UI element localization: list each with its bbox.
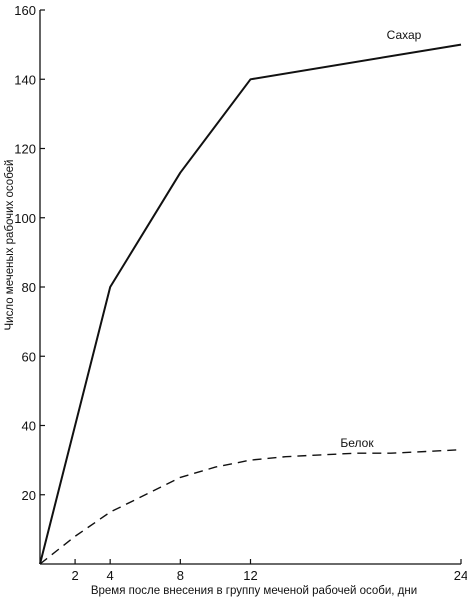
x-tick-label: 8 bbox=[177, 568, 184, 583]
series-label-2: Белок bbox=[340, 436, 374, 450]
x-axis-title: Время после внесения в группу меченой ра… bbox=[91, 585, 417, 597]
x-tick-label: 24 bbox=[454, 568, 467, 583]
y-tick-label: 60 bbox=[22, 349, 36, 364]
x-tick-label: 12 bbox=[243, 568, 257, 583]
y-tick-label: 160 bbox=[14, 3, 36, 18]
x-tick-label: 2 bbox=[71, 568, 78, 583]
series-line-1 bbox=[39, 43, 462, 565]
x-tick-label: 4 bbox=[107, 568, 114, 583]
y-tick-label: 20 bbox=[22, 488, 36, 503]
axes bbox=[39, 10, 461, 565]
series-line-2 bbox=[39, 449, 462, 565]
series-label-1: Сахар bbox=[387, 28, 422, 42]
y-axis-title: Число меченых рабочих особей bbox=[4, 160, 16, 331]
y-tick-label: 80 bbox=[22, 280, 36, 295]
y-tick-label: 100 bbox=[14, 211, 36, 226]
y-tick-label: 40 bbox=[22, 419, 36, 434]
y-tick-label: 140 bbox=[14, 72, 36, 87]
series-lines bbox=[39, 43, 462, 565]
y-tick-label: 120 bbox=[14, 142, 36, 157]
series-labels: Сахар Белок bbox=[340, 28, 421, 450]
